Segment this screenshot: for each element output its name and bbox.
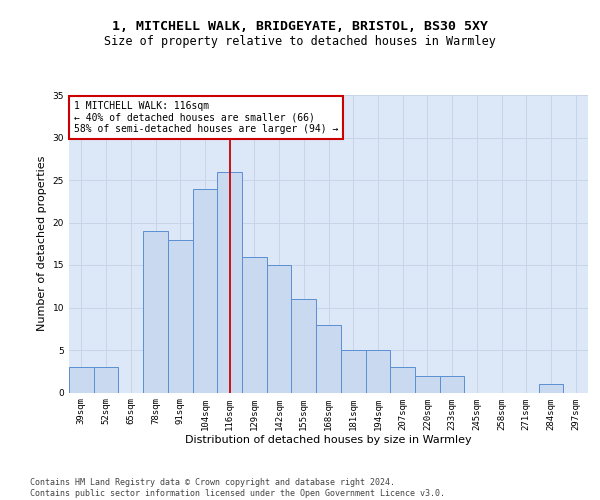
Text: Contains HM Land Registry data © Crown copyright and database right 2024.
Contai: Contains HM Land Registry data © Crown c… [30,478,445,498]
Bar [316,324,341,392]
Bar [341,350,365,393]
Bar [440,376,464,392]
Bar [242,256,267,392]
Text: 1 MITCHELL WALK: 116sqm
← 40% of detached houses are smaller (66)
58% of semi-de: 1 MITCHELL WALK: 116sqm ← 40% of detache… [74,101,338,134]
Text: 1, MITCHELL WALK, BRIDGEYATE, BRISTOL, BS30 5XY: 1, MITCHELL WALK, BRIDGEYATE, BRISTOL, B… [112,20,488,33]
X-axis label: Distribution of detached houses by size in Warmley: Distribution of detached houses by size … [185,435,472,445]
Bar [94,367,118,392]
Bar [217,172,242,392]
Y-axis label: Number of detached properties: Number of detached properties [37,156,47,332]
Bar [415,376,440,392]
Bar [143,231,168,392]
Bar [292,299,316,392]
Bar [193,188,217,392]
Bar [168,240,193,392]
Bar [390,367,415,392]
Bar [267,265,292,392]
Text: Size of property relative to detached houses in Warmley: Size of property relative to detached ho… [104,35,496,48]
Bar [539,384,563,392]
Bar [69,367,94,392]
Bar [365,350,390,393]
